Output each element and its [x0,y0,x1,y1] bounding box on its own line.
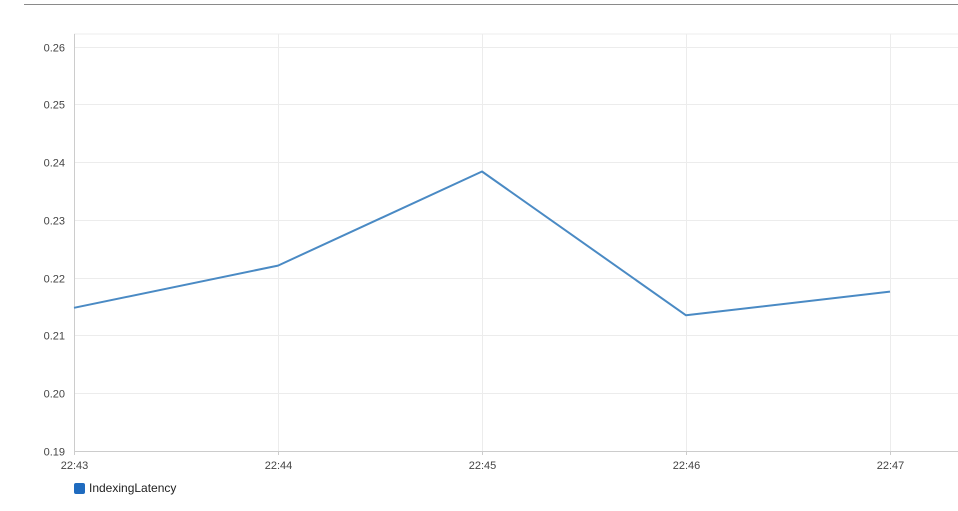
top-divider [24,4,958,5]
y-tick-label: 0.26 [44,43,65,55]
x-tick-label: 22:44 [265,460,293,472]
chart-axes [74,34,958,455]
y-axis-tick-labels: 0.19 0.20 0.21 0.22 0.23 0.24 0.25 0.26 [44,43,65,459]
x-tick-label: 22:43 [61,460,89,472]
y-tick-label: 0.25 [44,100,65,112]
y-tick-label: 0.20 [44,389,65,401]
y-tick-label: 0.21 [44,331,65,343]
chart-legend: IndexingLatency [74,481,176,495]
x-tick-label: 22:46 [673,460,701,472]
y-tick-label: 0.24 [44,158,65,170]
y-tick-label: 0.19 [44,447,65,459]
legend-swatch [74,482,85,494]
x-tick-label: 22:45 [469,460,497,472]
x-tick-label: 22:47 [877,460,905,472]
legend-label: IndexingLatency [89,481,177,495]
chart-grid [74,33,958,452]
chart-series [73,170,891,317]
y-tick-label: 0.22 [44,274,65,286]
series-line-indexinglatency [73,170,891,317]
x-axis-tick-labels: 22:43 22:44 22:45 22:46 22:47 [61,460,905,472]
y-tick-label: 0.23 [44,216,65,228]
